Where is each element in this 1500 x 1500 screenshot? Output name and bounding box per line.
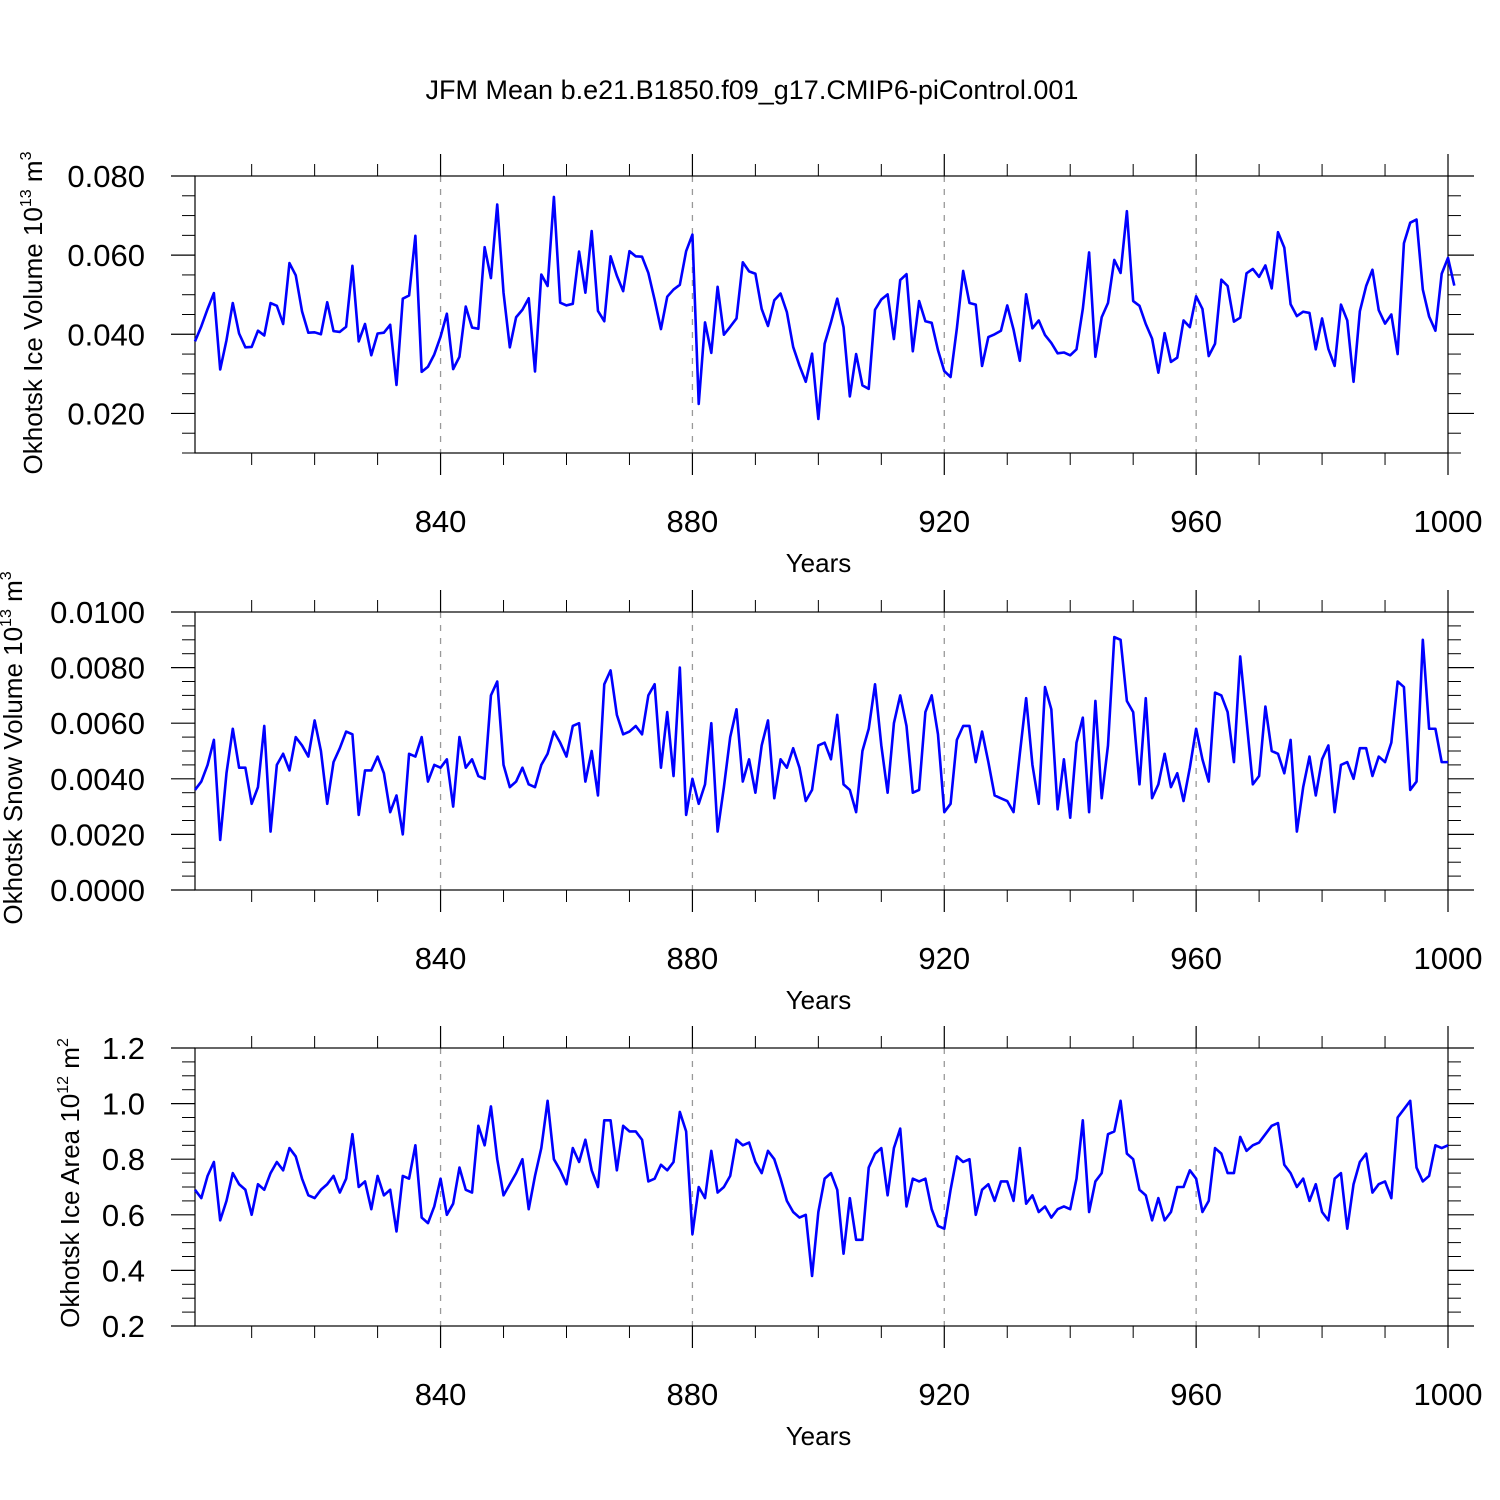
x-tick-label: 880 bbox=[667, 1377, 719, 1412]
x-axis-label: Years bbox=[786, 985, 852, 1015]
series-line-2 bbox=[193, 635, 1448, 842]
y-tick-label: 0.0060 bbox=[50, 706, 145, 741]
series-line-1 bbox=[193, 195, 1456, 421]
y-tick-label: 0.0040 bbox=[50, 762, 145, 797]
y-axis-label-unit-exponent: 2 bbox=[55, 1038, 72, 1047]
x-tick-label: 840 bbox=[415, 941, 467, 976]
y-tick-label: 0.0100 bbox=[50, 595, 145, 630]
x-tick-label: 840 bbox=[415, 1377, 467, 1412]
chart-title: JFM Mean b.e21.B1850.f09_g17.CMIP6-piCon… bbox=[426, 75, 1079, 105]
y-axis-label-exponent: 13 bbox=[0, 609, 15, 627]
y-axis-label-exponent: 13 bbox=[18, 189, 35, 207]
x-tick-label: 1000 bbox=[1414, 941, 1483, 976]
x-tick-label: 920 bbox=[918, 941, 970, 976]
y-axis-label-main: Okhotsk Snow Volume 10 bbox=[0, 627, 28, 925]
x-tick-label: 960 bbox=[1170, 504, 1222, 539]
panels: 0.020 0.040 0.060 0.080 840 880 920 960 1000 Year… bbox=[0, 151, 1482, 1451]
x-tick-label: 1000 bbox=[1414, 504, 1483, 539]
y-tick-label: 0.0020 bbox=[50, 817, 145, 852]
y-axis-label-unit-exponent: 3 bbox=[0, 571, 15, 580]
y-axis-label-unit: m bbox=[55, 1047, 85, 1076]
chart-panel-1: 0.020 0.040 0.060 0.080 840 880 920 960 1000 Year… bbox=[18, 151, 1482, 578]
y-axis-label-unit: m bbox=[0, 580, 28, 609]
y-tick-label: 0.0080 bbox=[50, 651, 145, 686]
y-axis-label-main: Okhotsk Ice Volume 10 bbox=[18, 207, 48, 474]
plot-frame bbox=[194, 611, 1449, 891]
x-tick-label: 920 bbox=[918, 504, 970, 539]
y-tick-label: 0.040 bbox=[67, 317, 145, 352]
x-tick-label: 880 bbox=[667, 941, 719, 976]
y-axis-label-exponent: 12 bbox=[55, 1076, 72, 1094]
y-tick-label: 1.0 bbox=[102, 1087, 145, 1122]
y-tick-label: 0.6 bbox=[102, 1198, 145, 1233]
y-tick-label: 0.080 bbox=[67, 159, 145, 194]
y-tick-label: 0.4 bbox=[102, 1253, 145, 1288]
y-tick-label: 0.060 bbox=[67, 238, 145, 273]
plot-frame bbox=[194, 175, 1449, 454]
x-tick-label: 880 bbox=[667, 504, 719, 539]
chart-panel-3: 0.2 0.4 0.6 0.8 1.0 1.2 840 880 920 960 1000 Years O… bbox=[55, 1026, 1482, 1451]
series-line-3 bbox=[193, 1099, 1449, 1278]
x-tick-label: 1000 bbox=[1414, 1377, 1483, 1412]
x-tick-label: 960 bbox=[1170, 1377, 1222, 1412]
y-axis-label: Okhotsk Snow Volume 1013 m3 bbox=[0, 571, 28, 924]
plot-frame bbox=[194, 1047, 1449, 1327]
y-tick-label: 0.8 bbox=[102, 1142, 145, 1177]
x-axis-label: Years bbox=[786, 1421, 852, 1451]
chart-panel-2: 0.0000 0.0020 0.0040 0.0060 0.0080 0.0100 840 8… bbox=[0, 571, 1482, 1015]
y-axis-label-unit-exponent: 3 bbox=[18, 151, 35, 160]
y-axis-label-main: Okhotsk Ice Area 10 bbox=[55, 1094, 85, 1328]
y-tick-label: 0.2 bbox=[102, 1309, 145, 1344]
x-tick-label: 840 bbox=[415, 504, 467, 539]
y-tick-label: 0.020 bbox=[67, 396, 145, 431]
x-axis-label: Years bbox=[786, 548, 852, 578]
y-axis-label: Okhotsk Ice Volume 1013 m3 bbox=[18, 151, 48, 474]
y-tick-label: 0.0000 bbox=[50, 873, 145, 908]
y-axis-label-unit: m bbox=[18, 160, 48, 189]
x-tick-label: 960 bbox=[1170, 941, 1222, 976]
x-tick-label: 920 bbox=[918, 1377, 970, 1412]
y-tick-label: 1.2 bbox=[102, 1031, 145, 1066]
y-axis-label: Okhotsk Ice Area 1012 m2 bbox=[55, 1038, 85, 1328]
